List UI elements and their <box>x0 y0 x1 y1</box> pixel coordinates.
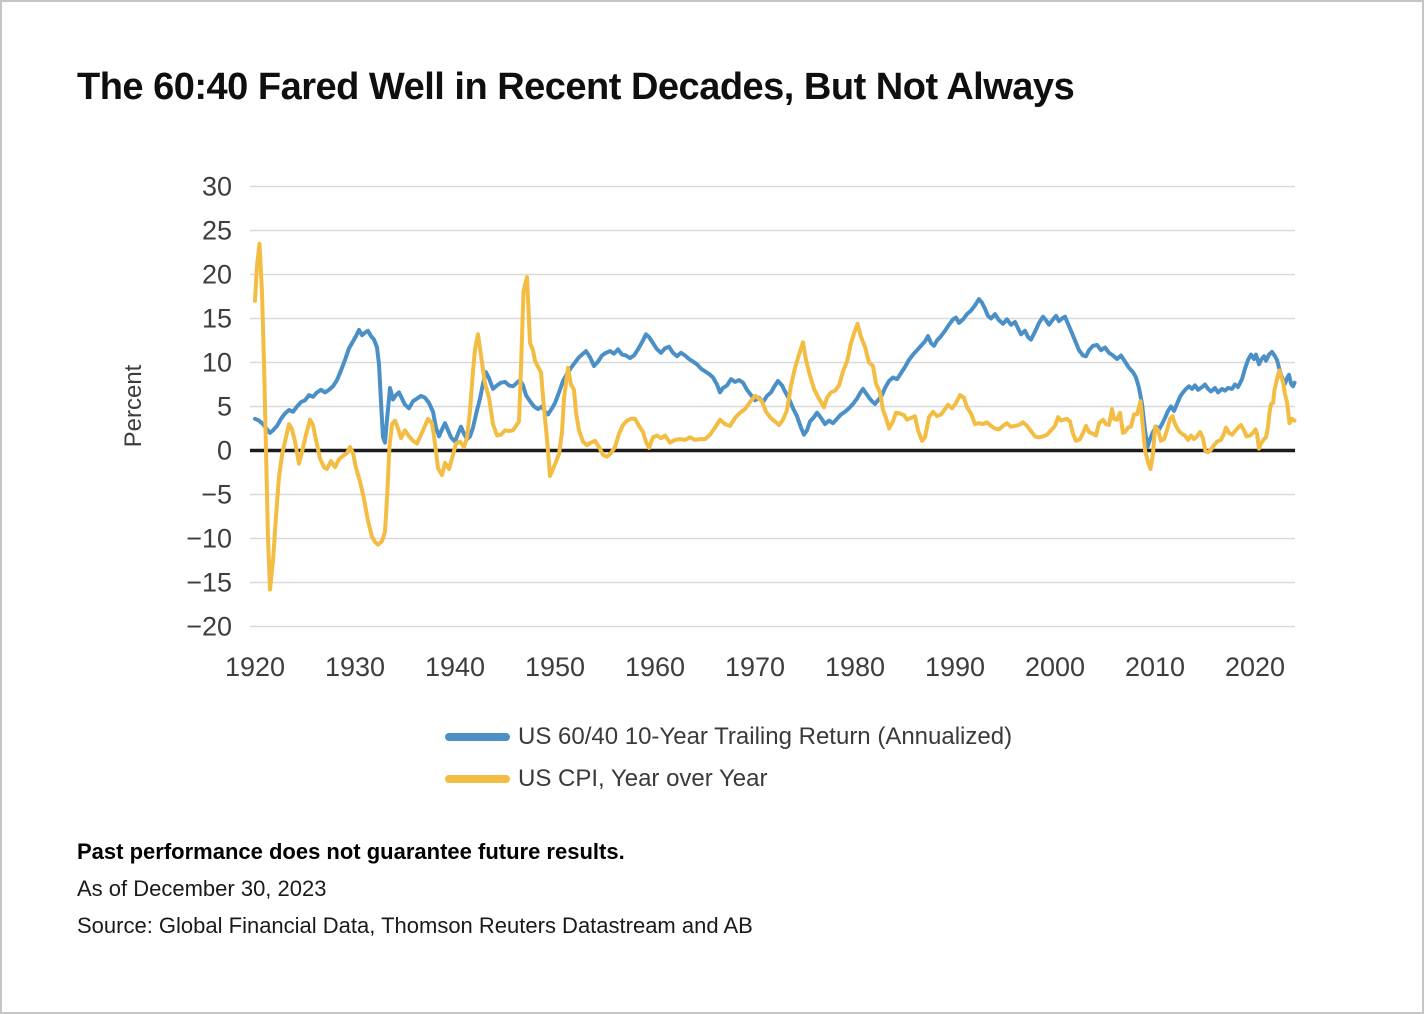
svg-text:−15: −15 <box>186 568 232 598</box>
svg-text:1990: 1990 <box>925 652 985 682</box>
svg-text:20: 20 <box>202 260 232 290</box>
legend-swatch-6040-line <box>445 733 510 741</box>
svg-text:−20: −20 <box>186 612 232 642</box>
legend-label-6040: US 60/40 10-Year Trailing Return (Annual… <box>518 723 1013 750</box>
svg-text:2000: 2000 <box>1025 652 1085 682</box>
svg-text:10: 10 <box>202 348 232 378</box>
svg-text:1940: 1940 <box>425 652 485 682</box>
page-title: The 60:40 Fared Well in Recent Decades, … <box>77 66 1075 108</box>
line-chart: 30 25 20 15 10 5 0 −5 −10 −15 −20 1920 1930 1940 1950 1… <box>120 172 1297 682</box>
svg-text:1960: 1960 <box>625 652 685 682</box>
svg-text:1920: 1920 <box>225 652 285 682</box>
svg-text:Percent: Percent <box>120 364 147 447</box>
legend-item-6040: US 60/40 10-Year Trailing Return (Annual… <box>445 722 1012 752</box>
svg-text:1930: 1930 <box>325 652 385 682</box>
svg-text:15: 15 <box>202 304 232 334</box>
svg-text:1970: 1970 <box>725 652 785 682</box>
disclaimer-text: Past performance does not guarantee futu… <box>77 839 625 864</box>
svg-text:5: 5 <box>217 392 232 422</box>
source-text: Source: Global Financial Data, Thomson R… <box>77 913 753 938</box>
svg-text:0: 0 <box>217 436 232 466</box>
legend: US 60/40 10-Year Trailing Return (Annual… <box>445 722 1012 806</box>
svg-text:−10: −10 <box>186 524 232 554</box>
svg-text:25: 25 <box>202 216 232 246</box>
legend-swatch-cpi-line <box>445 775 510 783</box>
svg-text:−5: −5 <box>201 480 232 510</box>
svg-text:2010: 2010 <box>1125 652 1185 682</box>
svg-text:2020: 2020 <box>1225 652 1285 682</box>
svg-text:1980: 1980 <box>825 652 885 682</box>
as-of-text: As of December 30, 2023 <box>77 876 327 901</box>
svg-text:1950: 1950 <box>525 652 585 682</box>
svg-text:30: 30 <box>202 172 232 202</box>
legend-label-cpi: US CPI, Year over Year <box>518 765 768 792</box>
footer: Past performance does not guarantee futu… <box>77 839 753 939</box>
legend-item-cpi: US CPI, Year over Year <box>445 764 1012 794</box>
